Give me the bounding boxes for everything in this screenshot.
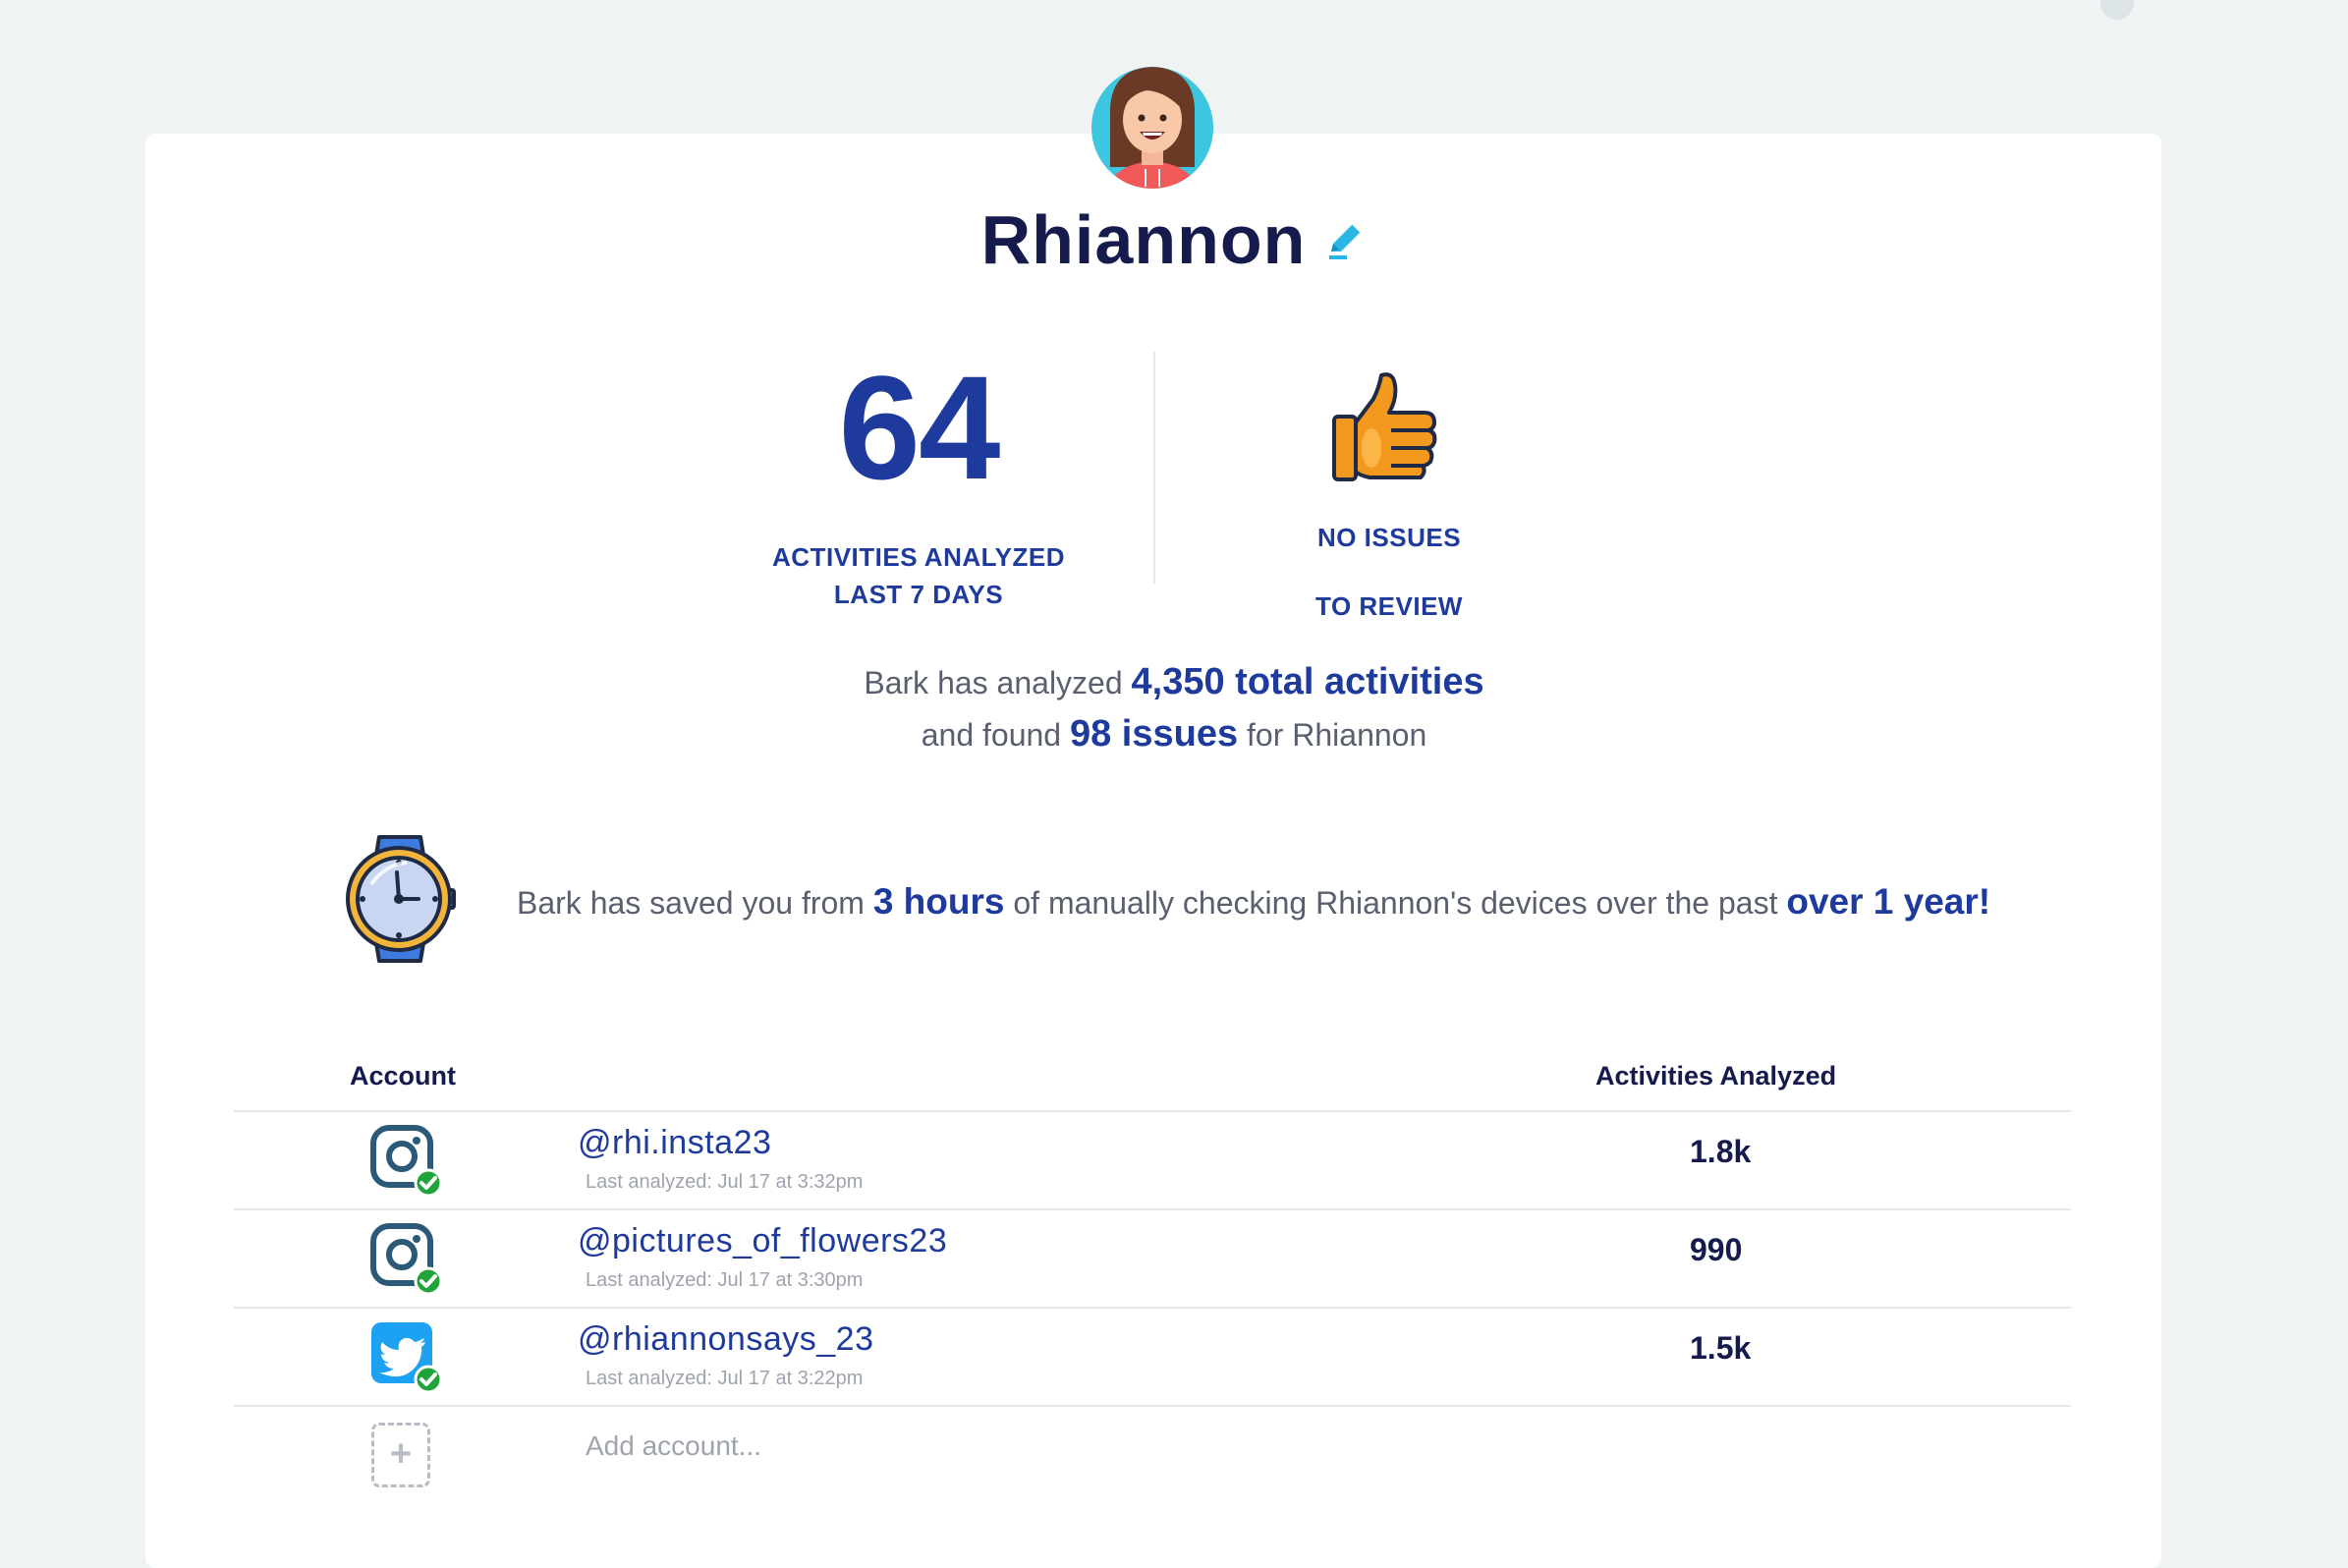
- table-row[interactable]: @pictures_of_flowers23 Last analyzed: Ju…: [234, 1210, 2071, 1309]
- activities-stat: 64 ACTIVITIES ANALYZED LAST 7 DAYS: [758, 354, 1079, 613]
- summary-text: for Rhiannon: [1238, 717, 1427, 753]
- stats-divider: [1153, 352, 1155, 584]
- time-saved-message: Bark has saved you from 3 hours of manua…: [517, 872, 2049, 932]
- activities-caption-line1: ACTIVITIES ANALYZED: [772, 542, 1065, 572]
- plus-icon: +: [389, 1433, 413, 1475]
- analysis-summary: Bark has analyzed 4,350 total activities…: [0, 656, 2348, 760]
- twitter-icon: [371, 1322, 442, 1393]
- table-header: Account Activities Analyzed: [234, 1049, 2071, 1112]
- table-row[interactable]: @rhiannonsays_23 Last analyzed: Jul 17 a…: [234, 1309, 2071, 1407]
- activities-count: 64: [838, 345, 1001, 510]
- instagram-icon: [370, 1125, 442, 1197]
- saved-text: Bark has saved you from: [517, 885, 873, 921]
- summary-line2: and found 98 issues for Rhiannon: [0, 708, 2348, 760]
- accounts-table: Account Activities Analyzed @rhi.insta23…: [234, 1049, 2071, 1503]
- last-analyzed: Last analyzed: Jul 17 at 3:32pm: [586, 1171, 864, 1193]
- saved-text: of manually checking Rhiannon's devices …: [1004, 885, 1787, 921]
- add-account-row[interactable]: + Add account...: [234, 1407, 2071, 1503]
- total-activities-highlight: 4,350 total activities: [1131, 661, 1484, 702]
- avatar: [1091, 67, 1213, 189]
- thumbs-up-icon: [1332, 372, 1437, 481]
- column-header-account: Account: [350, 1061, 456, 1091]
- issues-caption-line1: NO ISSUES: [1316, 523, 1462, 552]
- hours-highlight: 3 hours: [872, 881, 1005, 922]
- activities-analyzed-count: 1.8k: [1690, 1134, 1752, 1169]
- activities-caption-line2: LAST 7 DAYS: [833, 580, 1004, 609]
- summary-line1: Bark has analyzed 4,350 total activities: [0, 656, 2348, 708]
- summary-text: and found: [921, 717, 1070, 753]
- summary-text: Bark has analyzed: [864, 665, 1132, 700]
- instagram-icon: [370, 1223, 442, 1295]
- pencil-edit-icon[interactable]: [1323, 218, 1367, 261]
- issues-caption-line2: TO REVIEW: [1315, 591, 1463, 621]
- issues-highlight: 98 issues: [1069, 713, 1239, 755]
- last-analyzed: Last analyzed: Jul 17 at 3:22pm: [586, 1368, 864, 1389]
- issues-stat: NO ISSUES TO REVIEW: [1246, 369, 1533, 625]
- corner-decoration: [2100, 0, 2134, 20]
- add-account-button[interactable]: +: [371, 1423, 430, 1487]
- activities-analyzed-count: 1.5k: [1690, 1330, 1752, 1366]
- last-analyzed: Last analyzed: Jul 17 at 3:30pm: [586, 1269, 864, 1291]
- account-handle[interactable]: @pictures_of_flowers23: [578, 1222, 948, 1260]
- column-header-activities: Activities Analyzed: [1595, 1061, 1837, 1091]
- add-account-label[interactable]: Add account...: [586, 1430, 762, 1461]
- account-handle[interactable]: @rhi.insta23: [578, 1124, 772, 1161]
- account-handle[interactable]: @rhiannonsays_23: [578, 1320, 874, 1358]
- profile-header: Rhiannon: [0, 200, 2348, 279]
- watch-icon: [346, 835, 456, 963]
- table-row[interactable]: @rhi.insta23 Last analyzed: Jul 17 at 3:…: [234, 1112, 2071, 1210]
- activities-analyzed-count: 990: [1690, 1232, 1743, 1267]
- profile-name: Rhiannon: [980, 201, 1307, 278]
- period-highlight: over 1 year!: [1786, 881, 1991, 922]
